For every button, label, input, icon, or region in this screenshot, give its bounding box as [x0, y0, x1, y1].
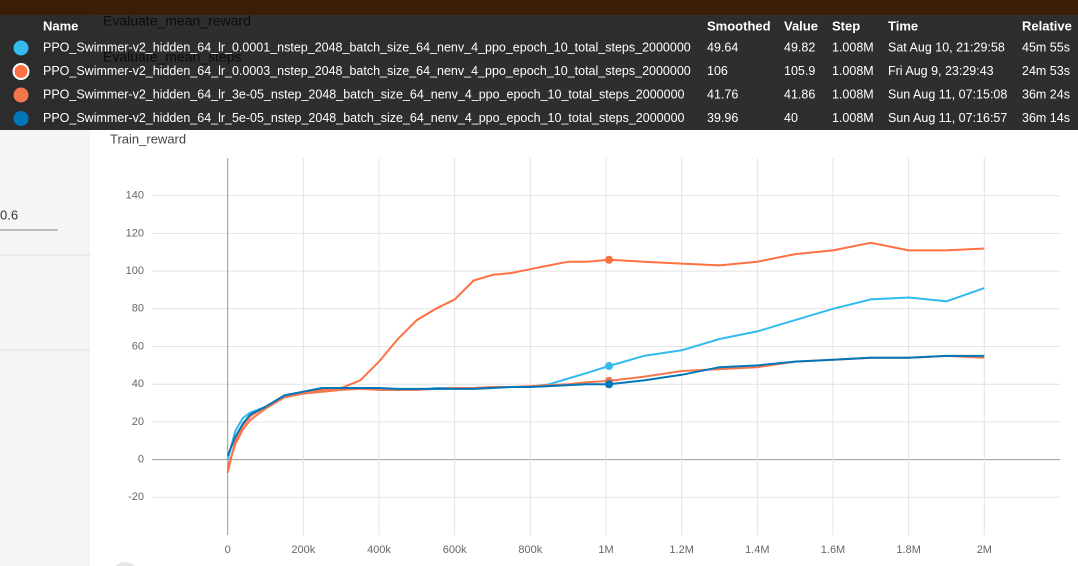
tooltip-cell: Sun Aug 11, 07:16:57: [888, 111, 1007, 125]
hover-dot: [605, 380, 614, 389]
x-tick-label: 1.4M: [745, 544, 769, 556]
plot: -20 0 20 40 60 80 100 120 140 0 200k 400k 600k 800k 1M…: [126, 158, 1060, 556]
hover-dot: [605, 255, 614, 264]
y-tick-label: 60: [132, 340, 144, 352]
y-tick-label: 140: [126, 190, 144, 202]
tooltip-header: Time: [888, 18, 918, 33]
tooltip-cell: PPO_Swimmer-v2_hidden_64_lr_5e-05_nstep_…: [43, 111, 685, 125]
tooltip-cell: 49.82: [784, 40, 815, 54]
tooltip-cell: PPO_Swimmer-v2_hidden_64_lr_0.0001_nstep…: [43, 40, 691, 54]
legend-swatch: [13, 40, 29, 56]
y-tick-label: 80: [132, 303, 144, 315]
tooltip-table: Name Smoothed Value Step Time Relative PPO_Swi…: [12, 18, 1072, 126]
tooltip-cell: PPO_Swimmer-v2_hidden_64_lr_3e-05_nstep_…: [43, 87, 685, 101]
smoothing-value: 0.6: [0, 207, 18, 222]
chart-title: Train_reward: [110, 131, 186, 146]
tooltip-cell: 49.64: [707, 40, 738, 54]
top-bar: [0, 0, 1078, 15]
x-tick-label: 1M: [598, 544, 613, 556]
x-tick-label: 200k: [291, 544, 315, 556]
x-tick-label: 1.8M: [896, 544, 920, 556]
button[interactable]: [111, 562, 139, 566]
tooltip-header: Smoothed: [707, 18, 771, 33]
tooltip-cell: Fri Aug 9, 23:29:43: [888, 64, 994, 78]
tooltip-cell: 45m 55s: [1022, 40, 1070, 54]
x-tick-label: 1.2M: [669, 544, 693, 556]
tooltip-cell: Sun Aug 11, 07:15:08: [888, 87, 1007, 101]
tooltip-cell: 39.96: [707, 111, 738, 125]
y-tick-label: 120: [126, 227, 144, 239]
tooltip-header: Name: [43, 18, 78, 33]
legend-swatch: [13, 111, 29, 126]
tooltip-cell: 41.86: [784, 87, 815, 101]
tooltip-cell: 1.008M: [832, 64, 874, 78]
y-tick-label: -20: [128, 491, 144, 503]
tooltip-cell: 24m 53s: [1022, 64, 1070, 78]
tooltip: [0, 15, 1078, 130]
tooltip-cell: 106: [707, 64, 728, 78]
tooltip-header: Step: [832, 18, 860, 33]
tooltip-cell: 1.008M: [832, 87, 874, 101]
tooltip-cell: PPO_Swimmer-v2_hidden_64_lr_0.0003_nstep…: [43, 64, 691, 78]
x-tick-label: 1.6M: [821, 544, 845, 556]
tooltip-cell: 1.008M: [832, 111, 874, 125]
tooltip-header: Relative: [1022, 18, 1072, 33]
tooltip-cell: 40: [784, 111, 798, 125]
x-tick-label: 0: [225, 544, 231, 556]
tooltip-cell: 1.008M: [832, 40, 874, 54]
tooltip-cell: 41.76: [707, 87, 738, 101]
y-tick-label: 20: [132, 416, 144, 428]
y-tick-label: 40: [132, 378, 144, 390]
legend-swatch: [13, 87, 29, 103]
tooltip-cell: Sat Aug 10, 21:29:58: [888, 40, 1005, 54]
x-tick-label: 2M: [977, 544, 992, 556]
tooltip-cell: 36m 14s: [1022, 111, 1070, 125]
x-tick-label: 800k: [518, 544, 542, 556]
tooltip-cell: 105.9: [784, 64, 815, 78]
hover-dot: [605, 362, 614, 371]
tooltip-header: Value: [784, 18, 818, 33]
series-line: [226, 354, 985, 457]
x-tick-label: 400k: [367, 544, 391, 556]
y-tick-label: 100: [126, 265, 144, 277]
tooltip-cell: 36m 24s: [1022, 87, 1070, 101]
y-tick-label: 0: [138, 454, 144, 466]
legend-swatch: [12, 63, 30, 80]
x-tick-label: 600k: [443, 544, 467, 556]
